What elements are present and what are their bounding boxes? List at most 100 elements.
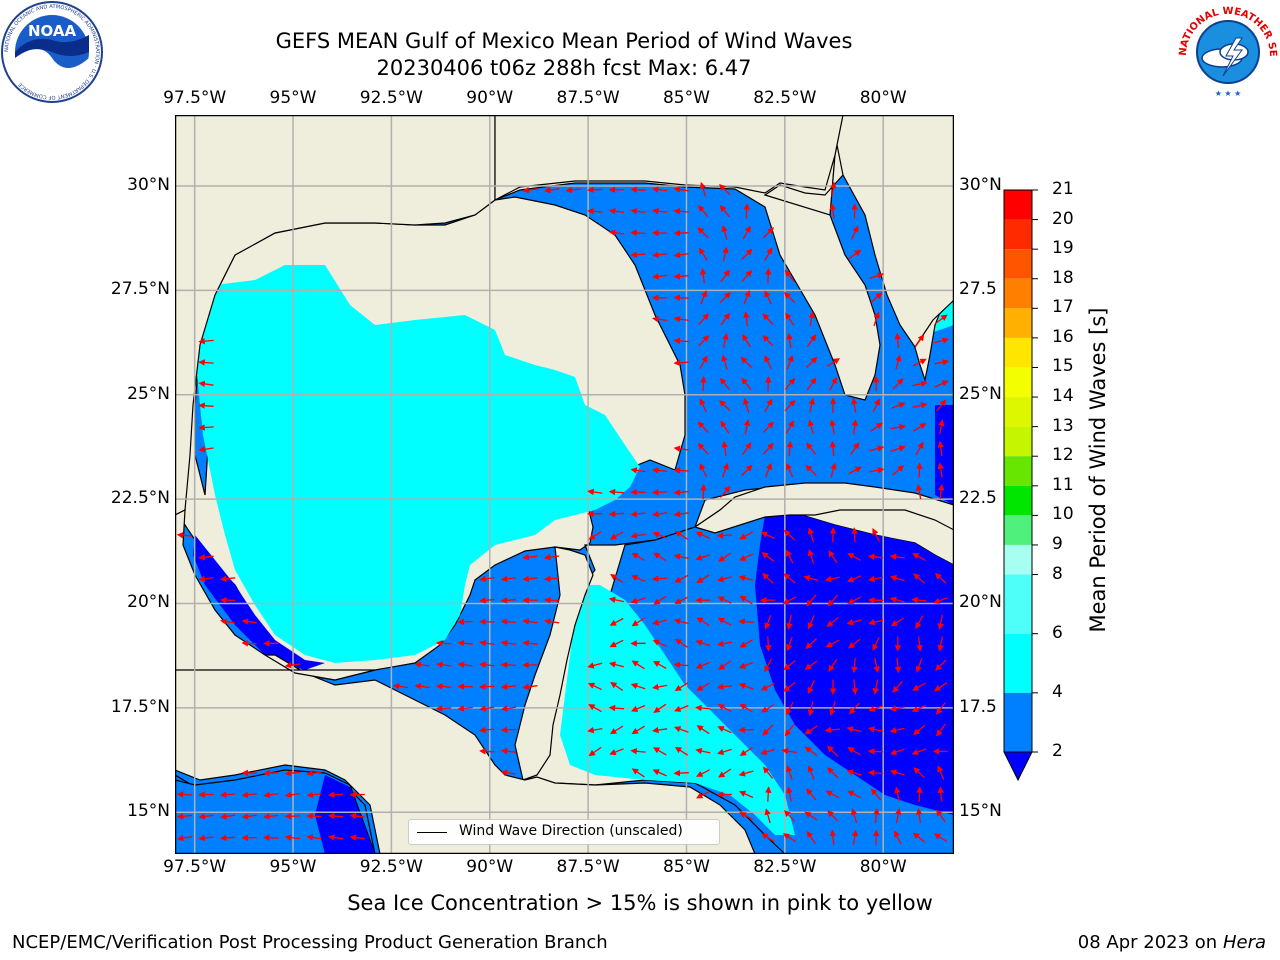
wind-wave-arrow [764, 658, 772, 673]
wind-wave-arrow [826, 358, 840, 367]
wind-wave-arrow [786, 332, 793, 348]
wind-wave-arrow [804, 746, 818, 757]
wind-wave-arrow [848, 249, 862, 260]
colorbar-tick-label: 10 [1052, 504, 1074, 525]
wind-wave-arrow [697, 442, 709, 455]
wind-wave-arrow [722, 246, 729, 262]
wind-wave-arrow [720, 312, 730, 326]
wind-wave-arrow [785, 420, 795, 434]
wind-wave-arrow [847, 596, 862, 604]
colorbar-band [1004, 633, 1032, 693]
wind-wave-arrow [500, 683, 517, 691]
wind-wave-arrow [631, 704, 646, 712]
lat-label-left: 27.5°N [110, 279, 170, 300]
wind-wave-arrow [851, 829, 859, 845]
wind-wave-arrow [786, 440, 794, 457]
wind-wave-arrow [937, 614, 944, 630]
lat-label-left: 15°N [127, 801, 170, 822]
wind-wave-arrow [718, 660, 732, 670]
wind-wave-arrow [762, 724, 774, 736]
wind-wave-arrow [848, 466, 862, 475]
colorbar-under-extension [1003, 751, 1033, 782]
wind-wave-arrow [937, 786, 945, 802]
wind-wave-arrow [700, 375, 707, 392]
map-legend: Wind Wave Direction (unscaled) [408, 819, 720, 845]
wind-wave-arrow [915, 484, 923, 500]
wind-wave-arrow [868, 705, 884, 712]
wind-wave-arrow [608, 510, 625, 518]
wind-wave-arrow [241, 791, 257, 799]
wind-wave-arrow [673, 273, 689, 280]
wind-wave-arrow [630, 682, 646, 690]
wind-wave-arrow [652, 769, 667, 777]
wind-wave-arrow [807, 701, 815, 717]
wind-wave-arrow [873, 808, 880, 824]
colorbar-frame [1003, 189, 1033, 753]
wind-wave-arrow [349, 834, 365, 841]
wind-wave-arrow [933, 833, 948, 843]
wind-wave-arrow [762, 313, 774, 325]
wind-wave-arrow [937, 440, 944, 456]
wind-wave-arrow [176, 813, 193, 820]
wind-wave-arrow [198, 446, 214, 453]
wind-wave-arrow [588, 746, 602, 757]
wind-wave-arrow [827, 810, 839, 822]
wind-wave-arrow [284, 769, 301, 777]
wind-wave-arrow [717, 704, 732, 713]
wind-wave-arrow [805, 356, 818, 368]
wind-wave-arrow [674, 638, 688, 648]
wind-wave-arrow [674, 704, 689, 712]
wind-wave-arrow [697, 227, 709, 239]
wind-wave-arrow [914, 334, 925, 348]
wind-wave-arrow [500, 747, 517, 755]
wind-wave-arrow [828, 658, 838, 672]
wind-wave-arrow [500, 639, 516, 647]
wind-wave-arrow [673, 251, 689, 259]
wind-wave-arrow [719, 399, 731, 412]
wind-wave-arrow [722, 332, 729, 348]
wind-wave-arrow [673, 337, 689, 345]
wind-wave-arrow [652, 251, 668, 259]
wind-wave-arrow [911, 748, 927, 756]
wind-wave-arrow [219, 791, 236, 798]
wind-wave-arrow [608, 596, 625, 604]
wind-wave-arrow [609, 531, 624, 540]
wind-wave-arrow [915, 615, 924, 630]
wind-wave-arrow [436, 661, 452, 668]
wind-wave-arrow [263, 769, 279, 777]
colorbar-band [1004, 367, 1032, 398]
wind-wave-arrow [565, 186, 581, 194]
wind-wave-arrow [630, 510, 646, 518]
wind-wave-arrow [695, 554, 711, 561]
wind-wave-arrow [695, 704, 711, 712]
wind-wave-arrow [824, 575, 840, 583]
wind-wave-arrow [241, 813, 257, 820]
wind-wave-arrow [739, 746, 753, 757]
svg-text:★ ★ ★: ★ ★ ★ [1215, 89, 1242, 98]
wind-wave-arrow [760, 682, 775, 691]
wind-wave-arrow [479, 661, 495, 669]
wind-wave-arrow [743, 311, 750, 327]
wind-wave-arrow [198, 380, 214, 388]
wind-wave-arrow [934, 682, 948, 692]
wind-wave-arrow [673, 207, 689, 215]
wind-wave-arrow [698, 205, 709, 218]
wind-wave-arrow [673, 315, 689, 323]
wind-wave-arrow [716, 640, 733, 647]
wind-wave-arrow [764, 398, 773, 413]
wind-wave-arrow [761, 552, 775, 562]
lat-label-left: 25°N [127, 383, 170, 404]
wind-wave-arrow [479, 575, 495, 583]
wind-wave-arrow [872, 528, 880, 542]
wind-wave-arrow [673, 510, 689, 518]
wind-wave-arrow [673, 489, 689, 496]
wind-wave-arrow [587, 488, 603, 496]
wind-wave-arrow [630, 532, 646, 539]
wind-wave-arrow [741, 270, 753, 282]
wind-wave-arrow [716, 683, 732, 691]
wind-wave-arrow [830, 181, 837, 197]
wind-wave-arrow [522, 683, 538, 691]
wind-wave-arrow [912, 358, 927, 367]
wind-wave-arrow [673, 294, 689, 301]
wind-wave-arrow [739, 812, 754, 821]
